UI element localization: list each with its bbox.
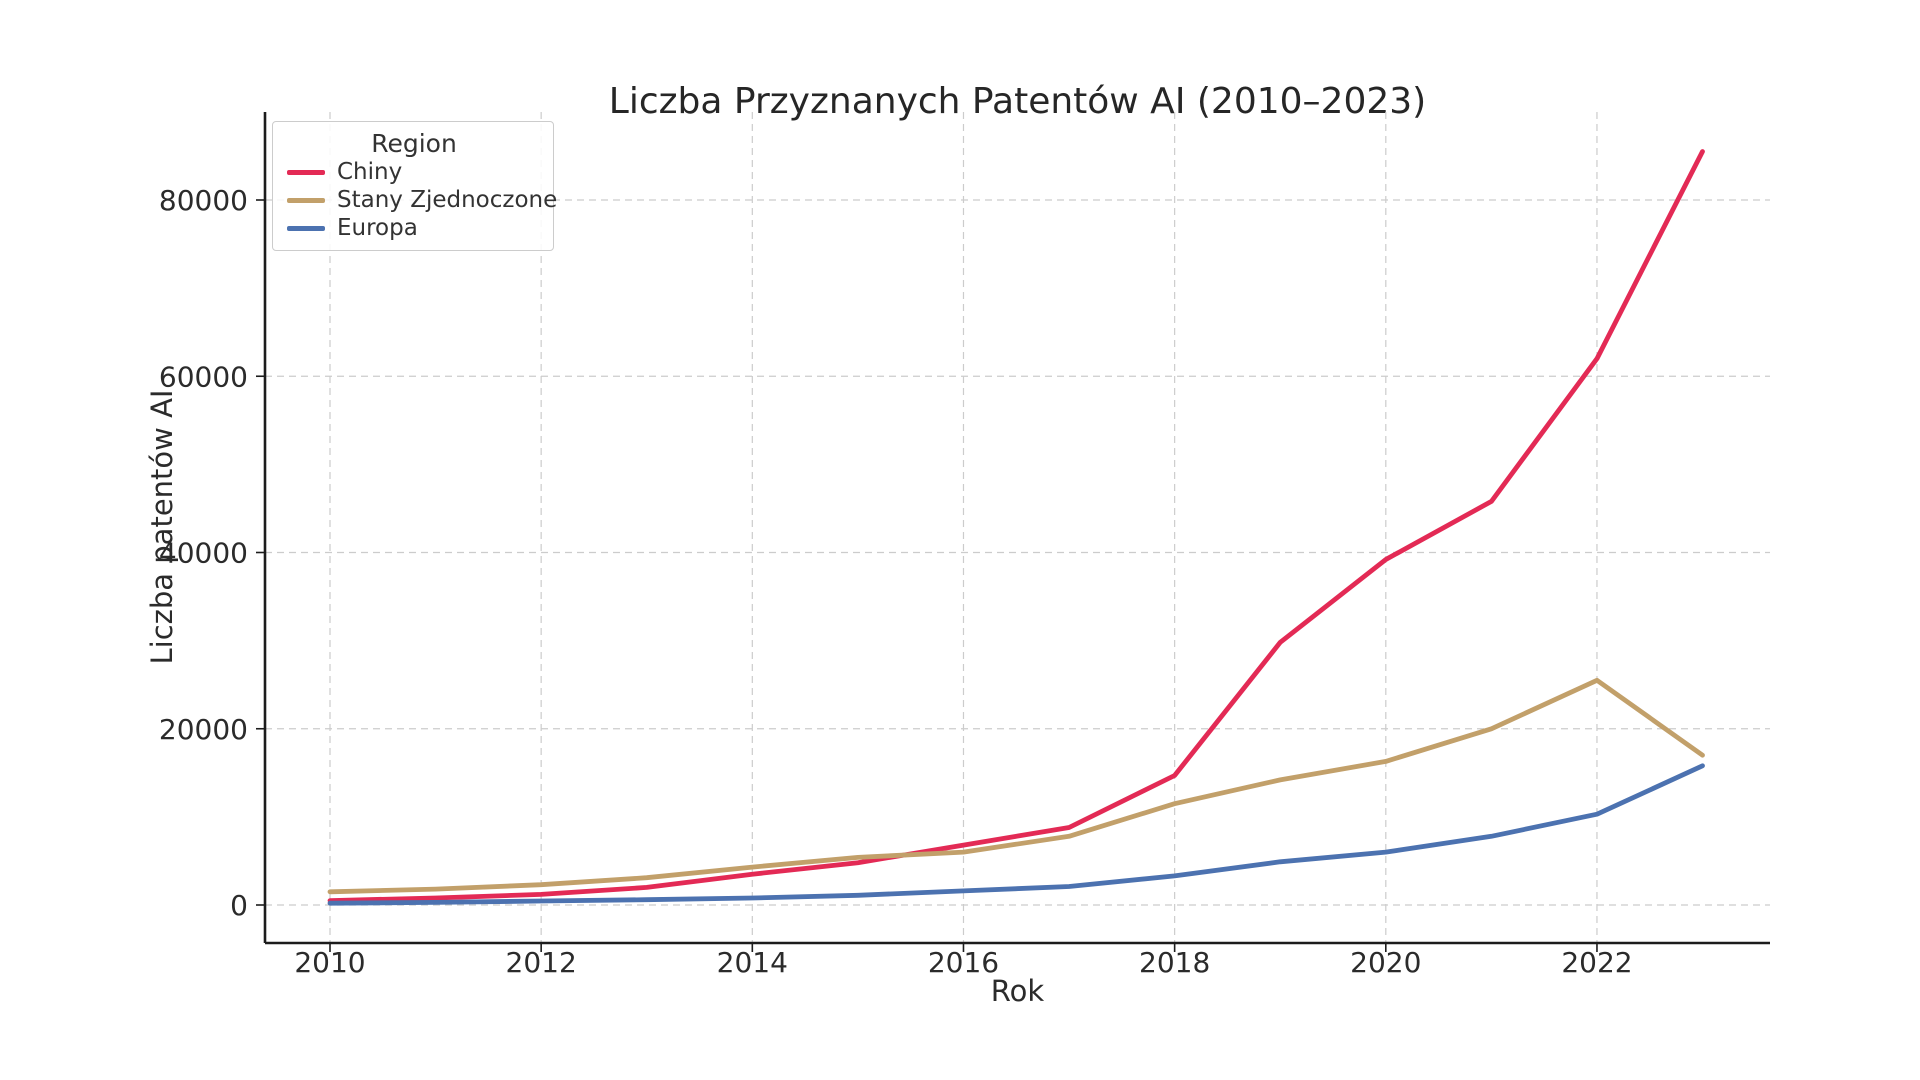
legend: Region Chiny Stany Zjednoczone Europa: [272, 121, 557, 251]
y-tick-label: 80000: [159, 184, 248, 217]
x-axis-label: Rok: [990, 974, 1045, 1008]
chart-title: Liczba Przyznanych Patentów AI (2010–202…: [608, 81, 1427, 122]
stany-zjednoczone-line-swatch: [287, 197, 325, 203]
y-tick-label: 20000: [159, 713, 248, 746]
legend-label: Europa: [337, 215, 418, 241]
x-tick-label: 2022: [1561, 946, 1632, 979]
legend-item-stany-zjednoczone: Stany Zjednoczone: [287, 186, 557, 214]
series-line-chiny: [327, 149, 1705, 903]
europa-line-swatch: [287, 225, 325, 231]
x-tick-label: 2020: [1350, 946, 1421, 979]
x-tick-label: 2016: [928, 946, 999, 979]
y-tick-label: 60000: [159, 360, 248, 393]
chiny-line-swatch: [287, 169, 325, 175]
series-line-stany-zjednoczone: [327, 677, 1705, 895]
x-tick-label: 2018: [1139, 946, 1210, 979]
legend-label: Stany Zjednoczone: [337, 187, 558, 213]
x-tick-label: 2010: [294, 946, 365, 979]
legend-title: Region: [371, 129, 457, 158]
legend-item-europa: Europa: [287, 214, 541, 242]
y-axis-label: Liczba patentów AI: [145, 389, 179, 665]
legend-item-chiny: Chiny: [287, 158, 541, 186]
legend-label: Chiny: [337, 159, 403, 185]
y-tick-label: 0: [230, 889, 248, 922]
y-tick-label: 40000: [159, 537, 248, 570]
x-tick-label: 2014: [717, 946, 788, 979]
x-tick-label: 2012: [506, 946, 577, 979]
series-line-europa: [327, 763, 1705, 906]
